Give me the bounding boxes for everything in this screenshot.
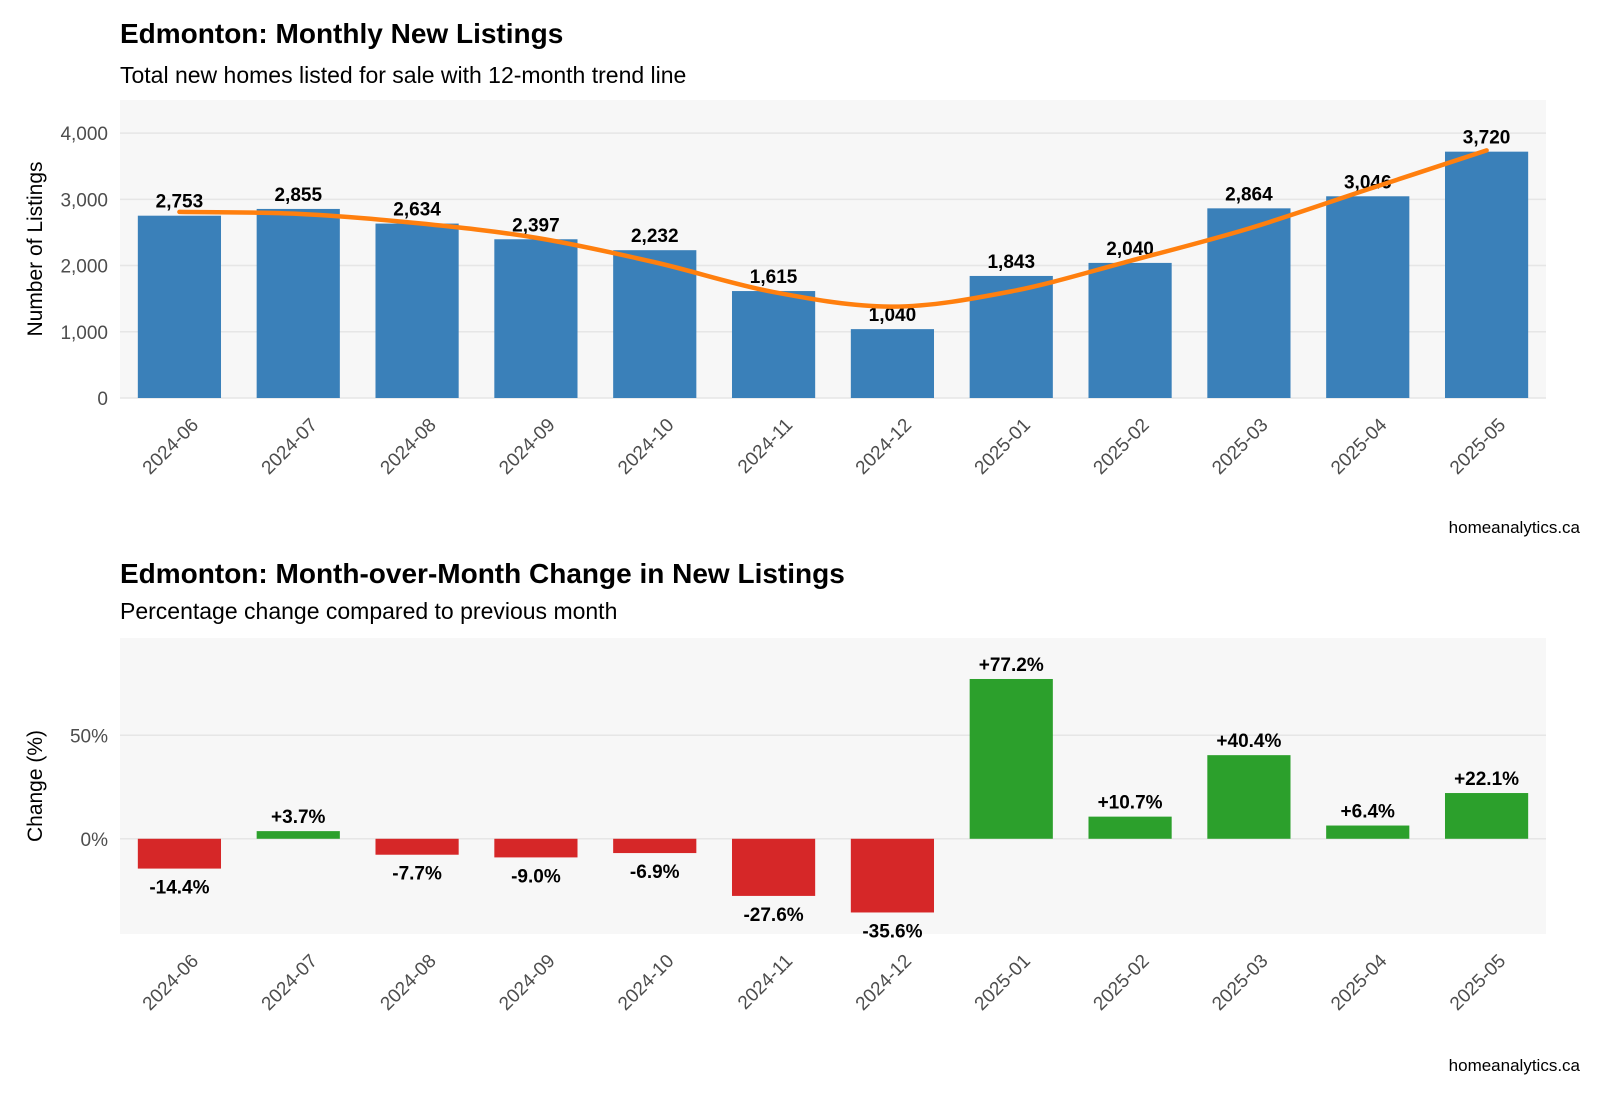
- data-label: 2,040: [1106, 239, 1154, 260]
- x-tick-label: 2024-06: [139, 951, 203, 1015]
- x-tick-label: 2024-09: [495, 951, 559, 1015]
- x-tick-label: 2025-03: [1208, 951, 1272, 1015]
- y-tick-label: 0%: [81, 830, 109, 851]
- chart2-caption: homeanalytics.ca: [1448, 1056, 1580, 1075]
- data-label: +22.1%: [1454, 769, 1519, 790]
- data-label: 2,753: [156, 192, 204, 213]
- change-bar-chart: 0% 50% -14.4% 2024-06 +3.7% 2024-07 -7.7% 2024-…: [24, 638, 1546, 1015]
- chart2-subtitle: Percentage change compared to previous m…: [120, 598, 618, 624]
- y-tick-label: 2,000: [60, 257, 108, 278]
- data-label: +3.7%: [271, 807, 326, 828]
- bar: [1088, 816, 1172, 839]
- bar: [375, 838, 459, 855]
- chart1-title: Edmonton: Monthly New Listings: [120, 18, 564, 49]
- data-label: 2,397: [512, 215, 560, 236]
- x-tick-label: 2025-04: [1327, 950, 1391, 1014]
- bar: [1207, 755, 1291, 839]
- bar: [613, 838, 697, 854]
- chart1-caption: homeanalytics.ca: [1448, 518, 1580, 537]
- bar: [613, 250, 697, 398]
- bar: [256, 208, 340, 398]
- data-label: -7.7%: [392, 864, 442, 885]
- x-tick-label: 2025-05: [1446, 951, 1510, 1015]
- data-label: -27.6%: [743, 905, 803, 926]
- bar: [494, 239, 578, 398]
- x-tick-label: 2024-12: [852, 951, 916, 1015]
- x-tick-label: 2024-10: [614, 951, 678, 1015]
- bar: [1326, 196, 1410, 398]
- chart1-subtitle: Total new homes listed for sale with 12-…: [120, 62, 687, 88]
- x-tick-label: 2025-01: [971, 951, 1035, 1015]
- data-label: -9.0%: [511, 866, 561, 887]
- bar: [494, 838, 578, 858]
- bar: [137, 838, 222, 869]
- data-label: 2,864: [1225, 184, 1273, 205]
- y-tick-label: 0: [97, 389, 108, 410]
- data-label: -35.6%: [862, 921, 922, 942]
- x-tick-label: 2024-11: [734, 951, 797, 1014]
- data-label: 1,040: [869, 305, 917, 326]
- bar: [731, 291, 816, 398]
- y-tick-label: 4,000: [60, 124, 108, 145]
- data-label: 2,634: [393, 200, 441, 221]
- data-label: -14.4%: [149, 878, 209, 899]
- bar: [731, 838, 816, 896]
- bar: [256, 831, 340, 839]
- data-label: 2,232: [631, 226, 679, 247]
- bar: [1444, 793, 1529, 839]
- bar: [375, 223, 459, 398]
- trend-line: [177, 148, 1489, 309]
- bar: [1088, 262, 1172, 398]
- x-tick-label: 2025-02: [1090, 951, 1154, 1015]
- bar: [137, 215, 222, 398]
- listings-bar-chart: 01,0002,0003,0004,0002,7532024-062,85520…: [24, 100, 1546, 479]
- data-label: +40.4%: [1216, 731, 1281, 752]
- data-label: +6.4%: [1341, 802, 1396, 823]
- data-label: 3,046: [1344, 172, 1392, 193]
- y-tick-label: 50%: [70, 726, 108, 747]
- data-label: 2,855: [274, 185, 322, 206]
- data-label: 1,615: [750, 267, 798, 288]
- y-axis-title: Number of Listings: [24, 161, 47, 336]
- bar: [969, 678, 1053, 839]
- x-tick-label: 2024-07: [258, 951, 322, 1015]
- y-tick-label: 1,000: [60, 323, 108, 344]
- data-label: -6.9%: [630, 862, 680, 883]
- y-axis-title: Change (%): [24, 730, 47, 842]
- plot-panel: [120, 100, 1546, 398]
- y-tick-label: 3,000: [60, 190, 108, 211]
- plot-panel: [120, 638, 1546, 934]
- chart2-title: Edmonton: Month-over-Month Change in New…: [120, 558, 845, 589]
- x-tick-label: 2024-08: [377, 951, 441, 1015]
- bar: [1326, 825, 1410, 839]
- bar: [1207, 208, 1291, 398]
- data-label: 3,720: [1463, 128, 1511, 149]
- data-label: +77.2%: [979, 655, 1044, 676]
- data-label: +10.7%: [1098, 793, 1163, 814]
- bar: [1444, 151, 1529, 398]
- data-label: 1,843: [987, 252, 1035, 273]
- bar: [850, 838, 935, 913]
- bar: [850, 329, 935, 398]
